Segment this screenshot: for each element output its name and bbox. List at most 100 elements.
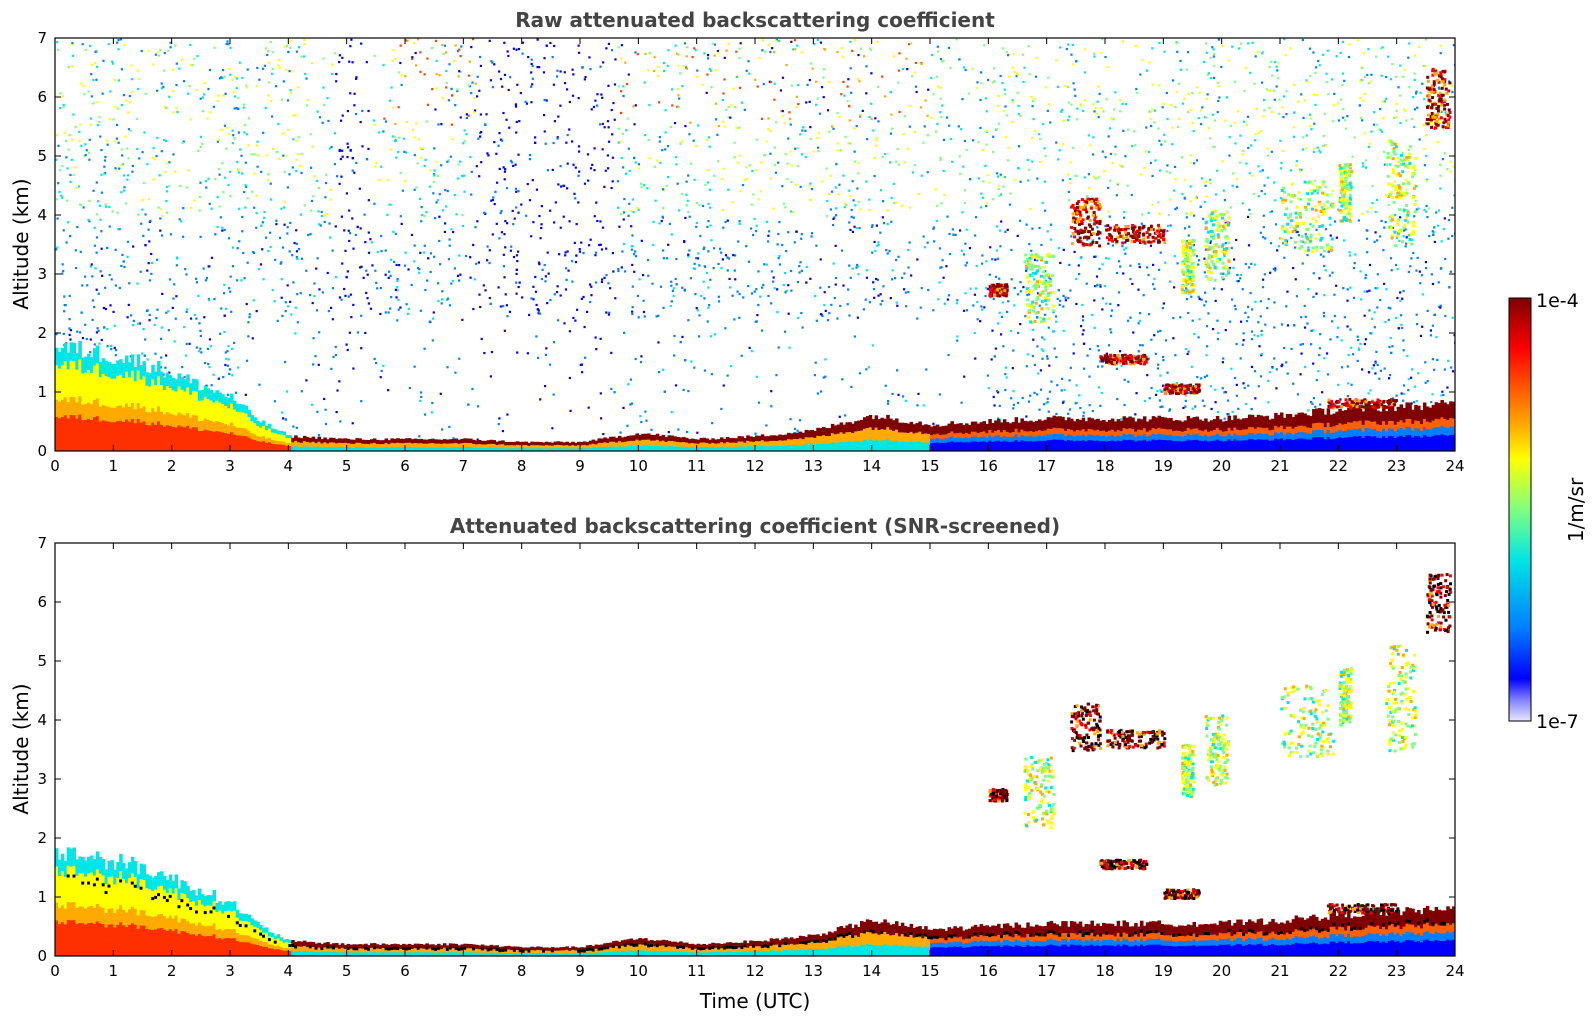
noise-pixel [942,138,945,142]
noise-pixel [836,149,839,152]
noise-pixel [1439,304,1442,307]
noise-pixel [847,142,850,145]
noise-pixel [677,94,680,97]
noise-pixel [480,337,483,341]
noise-pixel [1186,110,1190,114]
noise-pixel [461,318,464,321]
noise-pixel [200,351,203,354]
noise-pixel [156,51,160,54]
noise-pixel [1425,204,1428,208]
noise-pixel [115,137,119,140]
noise-pixel [1343,316,1346,319]
noise-pixel [284,45,287,49]
noise-pixel [446,190,449,193]
boundary-layer-cell [232,442,237,451]
noise-pixel [1162,355,1165,359]
boundary-layer-cell [133,394,138,410]
noise-pixel [349,149,352,152]
noise-pixel [206,347,210,350]
noise-pixel [800,269,803,272]
noise-pixel [228,397,231,401]
noise-pixel [499,211,502,215]
noise-pixel [1166,371,1169,374]
noise-pixel [266,173,270,176]
noise-pixel [981,196,985,199]
noise-pixel [1083,176,1086,179]
noise-pixel [568,220,571,223]
noise-pixel [320,214,323,218]
noise-pixel [1395,394,1398,397]
noise-pixel [99,270,102,273]
noise-pixel [761,39,765,42]
noise-pixel [1131,144,1134,148]
noise-pixel [1174,208,1177,211]
noise-pixel [231,78,234,81]
noise-pixel [459,160,462,163]
noise-pixel [507,88,510,92]
noise-pixel [252,153,255,156]
noise-pixel [120,164,123,167]
noise-pixel [356,225,359,229]
noise-pixel [178,184,181,188]
boundary-layer-cell [168,375,173,389]
noise-pixel [784,206,787,209]
noise-pixel [855,227,858,230]
noise-pixel [505,187,509,190]
noise-pixel [675,163,678,166]
noise-pixel [1185,287,1188,290]
noise-pixel [896,147,899,151]
noise-pixel [1308,47,1312,50]
noise-pixel [853,150,856,153]
noise-pixel [251,337,254,340]
noise-pixel [350,38,353,41]
boundary-layer-cell [84,403,88,420]
noise-pixel [712,174,716,177]
noise-pixel [1335,284,1338,287]
noise-pixel [112,118,115,121]
noise-pixel [1347,382,1350,385]
noise-pixel [1306,322,1309,325]
noise-pixel [387,203,390,206]
noise-pixel [1235,280,1239,283]
noise-pixel [1216,338,1220,341]
noise-pixel [1274,199,1277,202]
noise-pixel [648,104,651,107]
noise-pixel [295,256,298,259]
noise-pixel [1203,181,1206,184]
noise-pixel [475,262,478,265]
noise-pixel [1062,294,1065,297]
noise-pixel [848,264,851,267]
noise-pixel [1275,387,1278,390]
noise-pixel [721,98,725,102]
noise-pixel [445,205,448,208]
noise-pixel [141,151,144,154]
noise-pixel [604,169,607,172]
noise-pixel [1382,282,1386,285]
noise-pixel [1092,52,1096,55]
noise-pixel [724,327,727,330]
noise-pixel [1410,118,1414,121]
noise-pixel [1364,166,1368,169]
boundary-layer-cell [218,421,222,432]
noise-pixel [423,347,426,350]
boundary-layer-cell [189,394,193,407]
noise-pixel [220,128,223,131]
noise-pixel [773,163,777,166]
noise-pixel [1370,332,1373,335]
noise-pixel [874,144,877,147]
noise-pixel [68,294,71,298]
noise-pixel [838,415,841,418]
noise-pixel [408,386,411,390]
noise-pixel [1371,317,1374,320]
noise-pixel [1158,139,1161,142]
noise-pixel [103,159,107,162]
noise-pixel [652,243,655,247]
noise-pixel [435,72,438,76]
noise-pixel [964,292,967,295]
noise-pixel [1413,164,1416,167]
noise-pixel [415,122,418,125]
noise-pixel [617,46,620,49]
noise-pixel [1205,195,1208,198]
noise-pixel [97,292,100,295]
boundary-layer-cell [162,377,167,390]
